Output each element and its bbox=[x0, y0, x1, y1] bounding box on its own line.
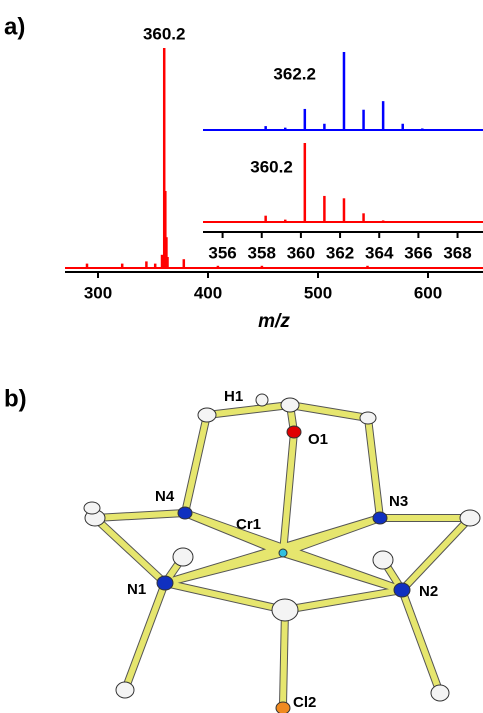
x-tick-label: 600 bbox=[414, 283, 442, 302]
x-tick-label: 500 bbox=[304, 283, 332, 302]
x-axis-label: m/z bbox=[258, 311, 290, 332]
atom-label: Cr1 bbox=[236, 516, 261, 533]
atom-label: Cl2 bbox=[293, 694, 316, 711]
atom-label: N2 bbox=[419, 583, 438, 600]
molecule: H1 O1 N4 N3 Cr1 N1 N2 Cl2 bbox=[84, 388, 480, 713]
peak-label: 362.2 bbox=[273, 64, 316, 83]
atom-label: H1 bbox=[224, 388, 243, 405]
peak-label: 360.2 bbox=[143, 24, 186, 43]
atom-label: O1 bbox=[308, 431, 328, 448]
x-tick-label: 368 bbox=[443, 243, 471, 262]
panel-label: b) bbox=[4, 385, 27, 412]
figure: a) b) H1 O1 N4 N3 Cr1 N1 N2 Cl2 300 400 50… bbox=[0, 0, 483, 713]
x-tick-label: 356 bbox=[208, 243, 236, 262]
x-tick-label: 362 bbox=[326, 243, 354, 262]
x-tick-label: 358 bbox=[248, 243, 276, 262]
atom-label: N4 bbox=[155, 488, 175, 505]
atom-label: N3 bbox=[389, 493, 408, 510]
x-tick-label: 400 bbox=[194, 283, 222, 302]
peak-label: 360.2 bbox=[250, 157, 293, 176]
atom-label: N1 bbox=[127, 581, 146, 598]
x-tick-label: 364 bbox=[365, 243, 394, 262]
x-tick-label: 300 bbox=[84, 283, 112, 302]
x-tick-label: 366 bbox=[404, 243, 432, 262]
x-tick-label: 360 bbox=[287, 243, 315, 262]
panel-label: a) bbox=[4, 13, 25, 40]
